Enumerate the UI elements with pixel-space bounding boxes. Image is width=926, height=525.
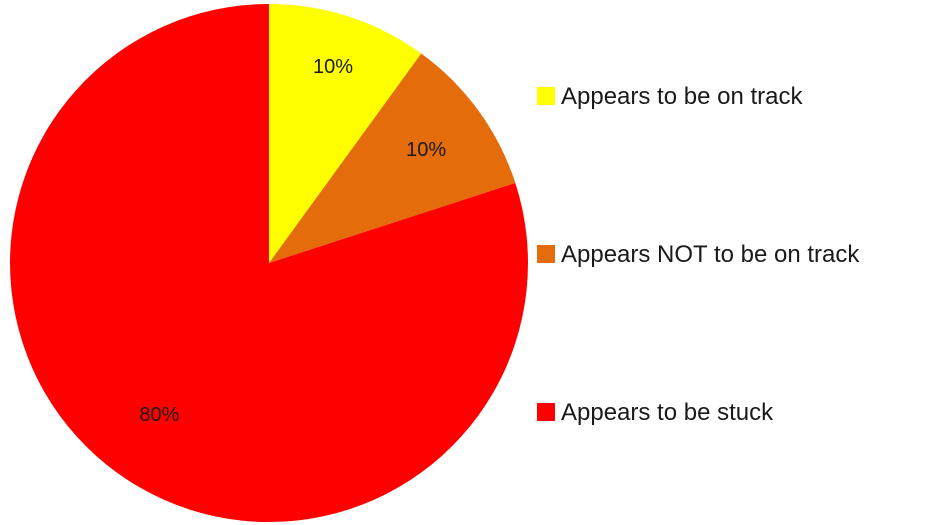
pie-slice-appears-to-be-stuck [9,4,528,523]
pie-slices [9,4,528,523]
slice-label-appears-not-to-be-on-track: 10% [406,139,446,161]
pie-slice-appears-not-to-be-on-track [269,53,516,263]
legend-swatch-appears-to-be-on-track [537,87,555,105]
slice-value-labels: 10% 10% 80% [139,56,446,426]
legend-label-appears-not-to-be-on-track: Appears NOT to be on track [561,241,860,268]
legend-swatch-appears-to-be-stuck [537,403,555,421]
legend-label-appears-to-be-on-track: Appears to be on track [561,83,803,110]
pie-slice-appears-to-be-on-track [269,4,422,263]
legend-label-appears-to-be-stuck: Appears to be stuck [561,399,774,426]
legend-swatch-appears-not-to-be-on-track [537,245,555,263]
slice-label-appears-to-be-on-track: 10% [313,56,353,78]
slice-label-appears-to-be-stuck: 80% [139,404,179,426]
legend: Appears to be on track Appears NOT to be … [537,83,860,426]
